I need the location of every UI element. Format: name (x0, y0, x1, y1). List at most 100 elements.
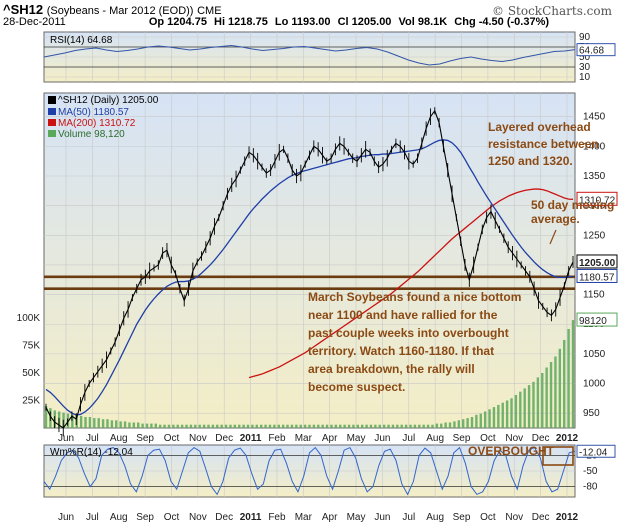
last-value-label: 1205.00 (579, 258, 616, 269)
overbought-label: OVERBOUGHT (468, 444, 555, 458)
price-tick-label: 1350 (583, 171, 606, 182)
volume-bar (299, 424, 302, 428)
volume-bar (154, 423, 157, 428)
last-value-label: 98120 (579, 316, 607, 327)
volume-bar (382, 424, 386, 428)
wr-tick-label: -80 (583, 482, 598, 493)
price-tick-label: 1250 (583, 230, 606, 241)
volume-bar (404, 424, 408, 428)
volume-bar (571, 320, 575, 428)
volume-bar (483, 411, 487, 428)
x-tick-label: Aug (426, 433, 444, 444)
volume-bar (558, 348, 562, 428)
x-tick-label-lower: 2011 (240, 512, 262, 523)
volume-bar (259, 424, 263, 428)
volume-bar (128, 422, 131, 428)
symbol-label: ^SH12 (3, 2, 44, 17)
volume-bar (545, 367, 548, 428)
volume-bar (453, 421, 456, 428)
volume-bar (207, 424, 210, 428)
volume-bar (264, 424, 267, 428)
volume-bar (79, 415, 83, 428)
volume-bar (220, 424, 223, 428)
volume-bar (365, 424, 368, 428)
volume-bar (413, 424, 417, 428)
x-tick-label: Oct (480, 433, 496, 444)
volume-bar (330, 424, 333, 428)
x-tick-label: May (347, 433, 366, 444)
exchange-label: CME (197, 5, 222, 17)
x-tick-label-lower: Aug (110, 512, 128, 523)
close-label: Cl 1205.00 (337, 16, 392, 28)
annotation-arrow (549, 229, 557, 245)
volume-bar (163, 424, 166, 428)
volume-bar (339, 424, 342, 428)
x-tick-label: Nov (189, 433, 207, 444)
volume-bar (141, 423, 144, 428)
volume-bar (510, 398, 513, 428)
volume-bar (198, 424, 201, 428)
rsi-title: RSI(14) 64.68 (50, 35, 113, 46)
x-tick-label: Dec (532, 433, 550, 444)
volume-bar (158, 424, 162, 428)
volume-bar (216, 424, 219, 428)
annotation-text: March Soybeans found a nice bottom (308, 290, 521, 304)
volume-bar (352, 424, 355, 428)
volume-bar (137, 422, 140, 428)
x-tick-label: Nov (505, 433, 523, 444)
volume-bar (541, 373, 544, 428)
volume-bar (211, 424, 215, 428)
volume-bar (317, 424, 320, 428)
volume-bar (488, 409, 491, 428)
volume-bar (563, 340, 566, 428)
volume-bar (84, 417, 87, 428)
volume-bar (119, 421, 122, 428)
wr-line (43, 446, 576, 496)
annotation-text: near 1100 and have rallied for the (308, 308, 498, 322)
x-tick-label: Jun (58, 433, 74, 444)
volume-tick-label: 100K (17, 313, 41, 324)
volume-bar (224, 424, 228, 428)
volume-bar (567, 329, 570, 428)
volume-bar (374, 424, 377, 428)
volume-bar (255, 424, 258, 428)
volume-bar (387, 424, 390, 428)
legend-entry: Volume 98,120 (58, 129, 125, 140)
x-tick-label: Oct (164, 433, 180, 444)
chart-header-quote: 28-Dec-2011 Op 1204.75 Hi 1218.75 Lo 119… (3, 16, 620, 28)
x-tick-label: Aug (110, 433, 128, 444)
volume-bar (514, 395, 518, 428)
wr-last-value: -12.04 (579, 447, 608, 458)
volume-bar (106, 419, 109, 428)
volume-bar (321, 424, 324, 428)
x-tick-label-lower: Oct (164, 512, 180, 523)
x-tick-label: Jun (374, 433, 390, 444)
x-tick-label-lower: 2012 (556, 512, 579, 523)
volume-bar (409, 424, 412, 428)
volume-bar (462, 419, 465, 428)
wr-last-box (576, 444, 616, 458)
volume-label: Vol 98.1K (398, 16, 448, 28)
rsi-tick-label: 90 (579, 32, 591, 43)
price-tick-label: 1150 (583, 290, 605, 301)
volume-bar (527, 385, 531, 428)
volume-bar (97, 418, 100, 428)
panel-price (43, 92, 576, 429)
volume-bar (251, 424, 254, 428)
volume-bar (343, 424, 346, 428)
last-value-label: 1310.72 (579, 195, 616, 206)
volume-bar (268, 424, 272, 428)
last-value-box (576, 191, 618, 206)
volume-bar (457, 420, 461, 428)
annotation-text: territory. Watch 1160-1180. If that (308, 344, 494, 358)
volume-bar (444, 422, 447, 428)
x-tick-label-lower: Nov (189, 512, 207, 523)
volume-bar (435, 423, 439, 428)
x-tick-label-lower: Dec (532, 512, 550, 523)
x-tick-label: Apr (322, 433, 338, 444)
volume-bar (448, 422, 452, 428)
price-tick-label: 1400 (583, 141, 606, 152)
low-label: Lo 1193.00 (274, 16, 331, 28)
volume-bar (185, 424, 188, 428)
volume-bar (334, 424, 338, 428)
